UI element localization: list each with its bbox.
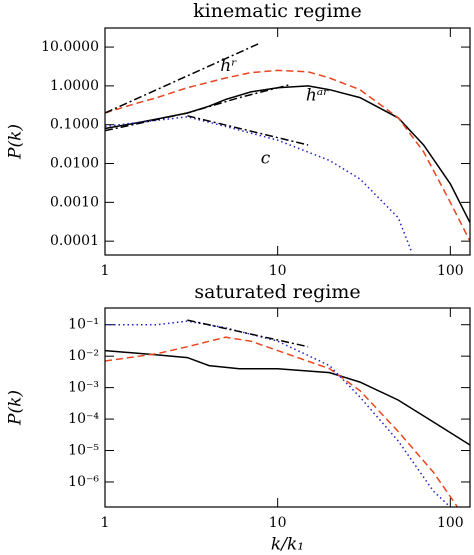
chart-title: kinematic regime xyxy=(193,0,362,22)
x-tick-label: 10 xyxy=(269,263,287,279)
y-tick-label: 0.0100 xyxy=(50,156,99,172)
series-line xyxy=(105,85,470,223)
plot-area xyxy=(105,42,470,254)
annotation: c xyxy=(261,149,271,169)
x-tick-label: 1 xyxy=(101,515,110,531)
annotation: hᵃʳ xyxy=(306,85,329,105)
y-tick-label: 10⁻² xyxy=(68,348,99,364)
y-tick-label: 0.0010 xyxy=(50,194,99,210)
plot-area xyxy=(105,319,470,507)
series-line xyxy=(105,320,451,507)
plot-frame xyxy=(104,27,471,256)
x-axis-label: k/k₁ xyxy=(271,535,304,555)
x-tick-label: 10 xyxy=(269,515,287,531)
series-line xyxy=(105,69,470,242)
plot-frame xyxy=(104,307,471,508)
series-line xyxy=(187,115,309,146)
x-tick-label: 100 xyxy=(437,515,464,531)
x-tick-label: 100 xyxy=(437,263,464,279)
series-line xyxy=(105,83,292,132)
x-tick-label: 1 xyxy=(101,263,110,279)
y-tick-label: 1.0000 xyxy=(50,78,99,94)
series-line xyxy=(105,349,470,446)
y-tick-label: 0.0001 xyxy=(50,233,99,249)
series-line xyxy=(105,116,413,254)
y-axis-label: P(k) xyxy=(6,390,26,426)
annotation: hʳ xyxy=(220,56,237,76)
y-tick-label: 0.1000 xyxy=(50,117,99,133)
y-tick-label: 10⁻³ xyxy=(68,380,99,396)
y-tick-label: 10⁻¹ xyxy=(68,317,99,333)
series-line xyxy=(105,42,262,114)
y-tick-label: 10.0000 xyxy=(41,39,99,55)
y-tick-label: 10⁻⁵ xyxy=(68,443,99,459)
y-axis-label: P(k) xyxy=(6,124,26,160)
series-line xyxy=(187,319,309,348)
y-tick-label: 10⁻⁶ xyxy=(68,474,99,490)
series-line xyxy=(105,336,459,507)
y-tick-label: 10⁻⁴ xyxy=(68,411,99,427)
chart-title: saturated regime xyxy=(194,281,360,303)
